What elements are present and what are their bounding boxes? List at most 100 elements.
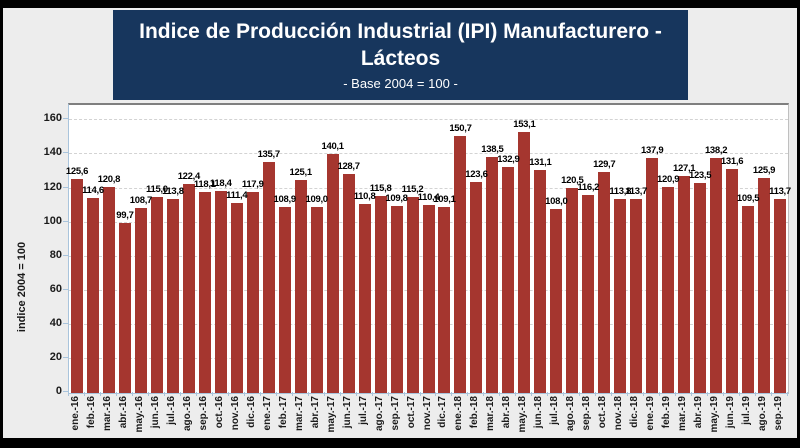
bar xyxy=(230,203,243,393)
bar-value-label: 125,9 xyxy=(752,165,776,177)
x-tick-label: jul.-18 xyxy=(549,396,561,425)
bar-value-label: 108,0 xyxy=(545,195,568,207)
x-tick-label: jun.-16 xyxy=(149,396,161,429)
x-axis-tick xyxy=(179,392,181,396)
x-axis-tick xyxy=(323,392,325,396)
x-axis-tick xyxy=(99,392,101,396)
bar-value-label: 138,5 xyxy=(481,143,504,155)
bar xyxy=(374,195,387,393)
bar-value-label: 115,0 xyxy=(146,184,168,196)
bar xyxy=(486,156,499,393)
bar-value-label: 135,7 xyxy=(257,148,281,160)
bar-value-label: 137,9 xyxy=(641,145,664,156)
y-tick-label: 140 xyxy=(43,146,62,159)
x-tick-label: may.-17 xyxy=(325,396,337,433)
x-tick-label: abr.-18 xyxy=(501,396,513,429)
gridline xyxy=(69,187,788,189)
bar-value-label: 115,2 xyxy=(401,183,424,195)
x-tick-label: jun.-17 xyxy=(341,396,353,429)
x-axis-tick xyxy=(275,392,277,396)
y-axis-tick xyxy=(63,254,68,256)
y-tick-label: 80 xyxy=(49,248,62,261)
bar xyxy=(758,178,771,393)
bar-value-label: 131,6 xyxy=(720,155,744,167)
x-axis-tick xyxy=(787,392,788,396)
bar-value-label: 131,1 xyxy=(529,156,552,168)
x-tick-label: mar.-16 xyxy=(101,396,113,432)
chart-title-box: Indice de Producción Industrial (IPI) Ma… xyxy=(113,10,688,100)
x-axis-tick xyxy=(339,392,341,396)
x-tick-label: jul.-16 xyxy=(165,396,177,425)
bar xyxy=(470,182,483,393)
bar-value-label: 120,9 xyxy=(657,173,680,185)
x-tick-label: mar.-19 xyxy=(677,396,689,432)
bar xyxy=(742,206,755,393)
x-tick-label: may.-18 xyxy=(517,396,529,433)
x-tick-label: feb.-16 xyxy=(85,396,97,429)
bar xyxy=(71,178,83,393)
bar-value-label: 109,0 xyxy=(305,194,329,206)
bar xyxy=(406,196,419,393)
chart-title-line1: Indice de Producción Industrial (IPI) Ma… xyxy=(139,20,662,43)
chart-title-line2: Lácteos xyxy=(360,47,441,70)
bar-value-label: 116,2 xyxy=(577,181,600,193)
x-axis-tick xyxy=(547,392,549,396)
x-axis-tick xyxy=(68,392,69,396)
x-tick-label: oct.-17 xyxy=(405,396,417,429)
x-axis-tick xyxy=(227,392,229,396)
x-axis-tick xyxy=(307,392,309,396)
x-axis-tick xyxy=(211,392,213,396)
bar xyxy=(358,204,371,393)
x-axis-tick xyxy=(147,392,149,396)
bar xyxy=(166,199,179,393)
x-axis-tick xyxy=(531,392,533,396)
bar-value-label: 125,1 xyxy=(289,166,313,178)
x-axis-tick xyxy=(579,392,581,396)
x-axis-tick xyxy=(355,392,357,396)
bar xyxy=(294,179,307,393)
x-axis-tick xyxy=(83,392,85,396)
x-axis-tick xyxy=(419,392,421,396)
x-axis-tick xyxy=(483,392,485,396)
x-axis-tick xyxy=(243,392,245,396)
x-tick-label: jun.-18 xyxy=(533,396,545,429)
x-axis-tick xyxy=(291,392,293,396)
y-tick-label: 0 xyxy=(55,385,62,397)
bar-value-label: 128,7 xyxy=(337,160,360,172)
bar-value-label: 108,9 xyxy=(273,194,297,206)
x-axis-tick xyxy=(643,392,645,396)
x-axis-tick xyxy=(435,392,437,396)
x-axis-tick xyxy=(259,392,261,396)
y-axis-tick xyxy=(63,322,68,324)
x-tick-label: dic.-18 xyxy=(629,396,641,428)
x-axis-tick xyxy=(451,392,453,396)
bar xyxy=(342,173,355,393)
bar-value-label: 114,6 xyxy=(82,184,104,196)
x-axis-tick xyxy=(403,392,405,396)
x-axis-tick xyxy=(195,392,197,396)
bar xyxy=(614,199,627,393)
bar-value-label: 113,7 xyxy=(625,186,648,198)
bar-value-label: 109,5 xyxy=(736,193,760,205)
bar xyxy=(118,223,131,393)
bar xyxy=(582,194,595,393)
y-axis-tick xyxy=(63,118,68,120)
x-tick-label: ago.-16 xyxy=(181,396,193,432)
x-tick-label: may.-19 xyxy=(709,396,721,433)
x-tick-label: jul.-17 xyxy=(357,396,369,425)
x-axis-tick xyxy=(595,392,597,396)
x-tick-label: abr.-19 xyxy=(693,396,705,429)
bar-value-label: 110,4 xyxy=(417,191,440,203)
bar-value-label: 120,5 xyxy=(561,174,584,186)
x-axis-tick xyxy=(771,392,773,396)
bar xyxy=(326,154,339,393)
y-axis-tick xyxy=(63,356,68,358)
bar-value-label: 118,1 xyxy=(193,178,216,190)
bar-value-label: 150,7 xyxy=(449,123,472,135)
x-axis-tick xyxy=(499,392,501,396)
bar xyxy=(678,176,691,393)
bar-value-label: 99,7 xyxy=(116,210,134,222)
x-axis-tick xyxy=(707,392,709,396)
y-axis: 0 20 40 60 80 100 120 140 160 xyxy=(18,103,62,397)
x-tick-label: oct.-18 xyxy=(597,396,609,429)
